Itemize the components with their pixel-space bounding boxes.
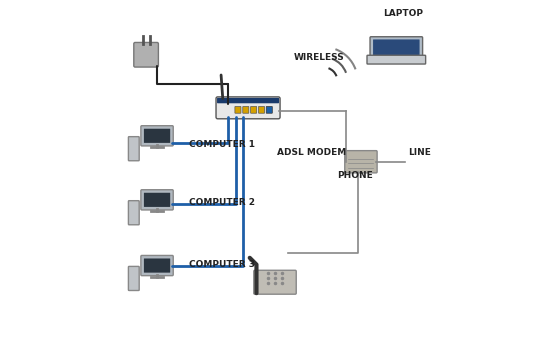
Text: PHONE: PHONE	[337, 171, 373, 180]
Text: WIRELESS: WIRELESS	[294, 53, 344, 62]
FancyBboxPatch shape	[141, 126, 173, 146]
FancyBboxPatch shape	[128, 201, 139, 225]
FancyBboxPatch shape	[217, 98, 279, 103]
FancyBboxPatch shape	[370, 37, 422, 58]
FancyBboxPatch shape	[144, 258, 170, 273]
Text: LAPTOP: LAPTOP	[383, 9, 423, 18]
FancyBboxPatch shape	[235, 106, 241, 113]
FancyBboxPatch shape	[373, 39, 420, 56]
Text: COMPUTER 1: COMPUTER 1	[189, 141, 255, 149]
FancyBboxPatch shape	[128, 266, 139, 290]
Text: LINE: LINE	[408, 149, 431, 157]
FancyBboxPatch shape	[345, 151, 377, 173]
FancyBboxPatch shape	[367, 55, 426, 64]
FancyBboxPatch shape	[254, 270, 296, 294]
FancyBboxPatch shape	[258, 106, 265, 113]
FancyBboxPatch shape	[266, 106, 272, 113]
FancyBboxPatch shape	[216, 97, 280, 119]
FancyBboxPatch shape	[243, 106, 249, 113]
FancyBboxPatch shape	[144, 193, 170, 207]
Text: ADSL MODEM: ADSL MODEM	[277, 149, 346, 157]
FancyBboxPatch shape	[251, 106, 257, 113]
FancyBboxPatch shape	[141, 255, 173, 276]
FancyBboxPatch shape	[134, 42, 158, 67]
FancyBboxPatch shape	[141, 190, 173, 210]
FancyBboxPatch shape	[144, 129, 170, 143]
FancyBboxPatch shape	[128, 137, 139, 161]
Text: COMPUTER 3: COMPUTER 3	[189, 260, 255, 269]
Text: COMPUTER 2: COMPUTER 2	[189, 198, 255, 207]
